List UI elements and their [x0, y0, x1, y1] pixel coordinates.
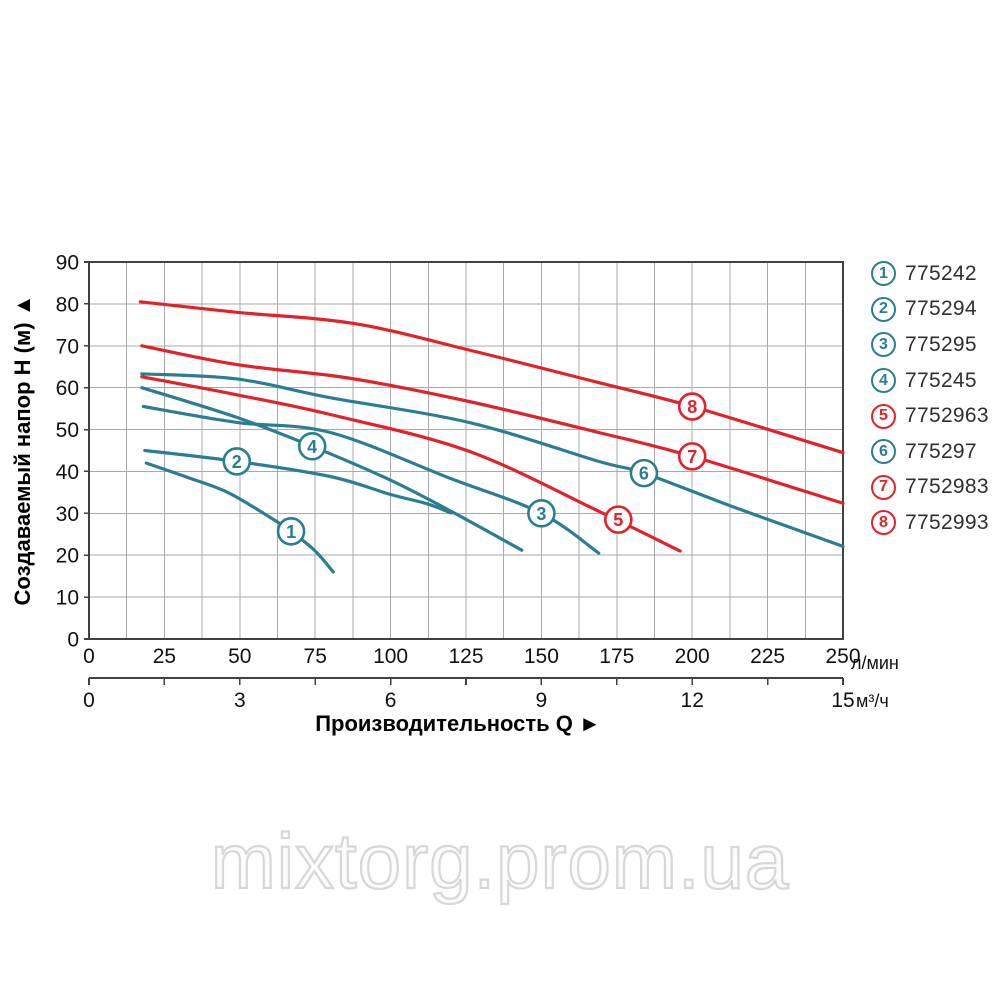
curve-badge-number-4: 4: [307, 437, 317, 457]
y-tick-label-10: 10: [56, 587, 79, 610]
curve-badge-number-5: 5: [613, 510, 623, 530]
x-tick-label-lmin-175: 175: [599, 645, 634, 668]
x-tick-label-lmin-200: 200: [675, 645, 710, 668]
y-tick-label-80: 80: [56, 293, 79, 316]
y-tick-label-40: 40: [56, 461, 79, 484]
x-tick-label-lmin-100: 100: [373, 645, 408, 668]
legend-marker-4: 4: [871, 368, 896, 394]
plot-border: [88, 261, 844, 640]
curve-5: [140, 375, 682, 553]
x-tick-label-lmin-225: 225: [750, 645, 785, 668]
legend-marker-2: 2: [871, 296, 896, 322]
chart-curves: [138, 300, 845, 574]
x-tick-label-m3h-3: 3: [234, 689, 246, 712]
x-axis-unit-lmin: л/мин: [851, 653, 899, 673]
curve-badge-number-3: 3: [536, 504, 546, 524]
legend-model-1: 775242: [905, 261, 977, 285]
x-tick-label-lmin-125: 125: [448, 645, 483, 668]
chart-curve-badges: 1 2 3 4 5 6 7 8: [222, 392, 707, 546]
legend-item-6: 6 775297: [871, 434, 989, 470]
legend-item-8: 8 7752993: [871, 505, 989, 541]
legend-item-7: 7 7752983: [871, 470, 989, 506]
x-tick-label-lmin-25: 25: [153, 645, 176, 668]
y-tick-label-50: 50: [56, 419, 79, 442]
x-tick-label-m3h-12: 12: [681, 689, 704, 712]
legend-marker-7: 7: [871, 474, 896, 500]
curve-1: [144, 461, 335, 574]
x-tick-label-lmin-150: 150: [524, 645, 559, 668]
chart-grid: [89, 262, 843, 639]
y-tick-label-20: 20: [56, 545, 79, 568]
x-tick-label-m3h-15: 15: [831, 689, 854, 712]
y-tick-label-0: 0: [67, 629, 79, 652]
curve-4: [140, 386, 524, 552]
x-axis-unit-m3h: м³/ч: [856, 691, 889, 711]
legend-model-6: 775297: [905, 439, 977, 463]
legend-item-2: 2 775294: [871, 292, 989, 328]
legend-model-3: 775295: [905, 332, 977, 356]
curve-6: [140, 372, 845, 548]
x-tick-label-lmin-50: 50: [228, 645, 251, 668]
legend-marker-3: 3: [871, 332, 896, 358]
curve-badge-number-6: 6: [639, 464, 649, 484]
curve-badge-7: [677, 442, 707, 471]
chart-axes: [84, 261, 844, 685]
curve-badge-1: [276, 517, 306, 546]
legend-model-7: 7752983: [905, 475, 989, 499]
x-tick-label-lmin-250: 250: [825, 645, 860, 668]
curve-badge-number-7: 7: [687, 447, 697, 467]
legend-marker-1: 1: [871, 261, 896, 287]
curve-3: [141, 404, 601, 555]
legend-item-1: 1 775242: [871, 256, 989, 292]
y-axis-title: Создаваемый напор H (м) ▲: [10, 295, 35, 606]
legend-marker-6: 6: [871, 439, 896, 465]
x-tick-label-lmin-0: 0: [83, 645, 95, 668]
curve-badge-3: [527, 499, 556, 528]
curve-badge-number-2: 2: [232, 452, 242, 472]
legend-item-5: 5 7752963: [871, 398, 989, 434]
x-tick-label-m3h-0: 0: [83, 689, 95, 712]
y-tick-label-30: 30: [56, 503, 79, 526]
y-tick-label-90: 90: [56, 252, 79, 275]
legend-marker-5: 5: [871, 403, 896, 429]
legend-model-2: 775294: [905, 297, 977, 321]
curve-badge-number-1: 1: [286, 522, 296, 542]
chart-legend: 1 775242 2 775294 3 775295 4 775245 5 7752963 6 775…: [871, 256, 989, 541]
legend-marker-8: 8: [871, 510, 896, 536]
curve-badge-8: [677, 392, 707, 421]
curve-badge-2: [222, 447, 252, 476]
y-tick-label-60: 60: [56, 377, 79, 400]
curve-badge-5: [604, 505, 633, 534]
legend-model-4: 775245: [905, 368, 977, 392]
y-tick-label-70: 70: [56, 335, 79, 358]
x-tick-label-lmin-75: 75: [304, 645, 327, 668]
x-axis-title: Производительность Q ►: [315, 711, 601, 736]
legend-item-3: 3 775295: [871, 327, 989, 363]
curve-badge-6: [629, 458, 659, 488]
legend-item-4: 4 775245: [871, 363, 989, 399]
x-tick-label-m3h-6: 6: [385, 689, 397, 712]
curve-badge-4: [297, 432, 327, 461]
curve-badge-number-8: 8: [687, 397, 697, 417]
legend-model-5: 7752963: [905, 404, 989, 428]
legend-model-8: 7752993: [905, 510, 989, 534]
curve-2: [143, 448, 453, 515]
watermark-text: mixtorg.prom.ua: [210, 816, 790, 906]
x-tick-label-m3h-9: 9: [536, 689, 548, 712]
